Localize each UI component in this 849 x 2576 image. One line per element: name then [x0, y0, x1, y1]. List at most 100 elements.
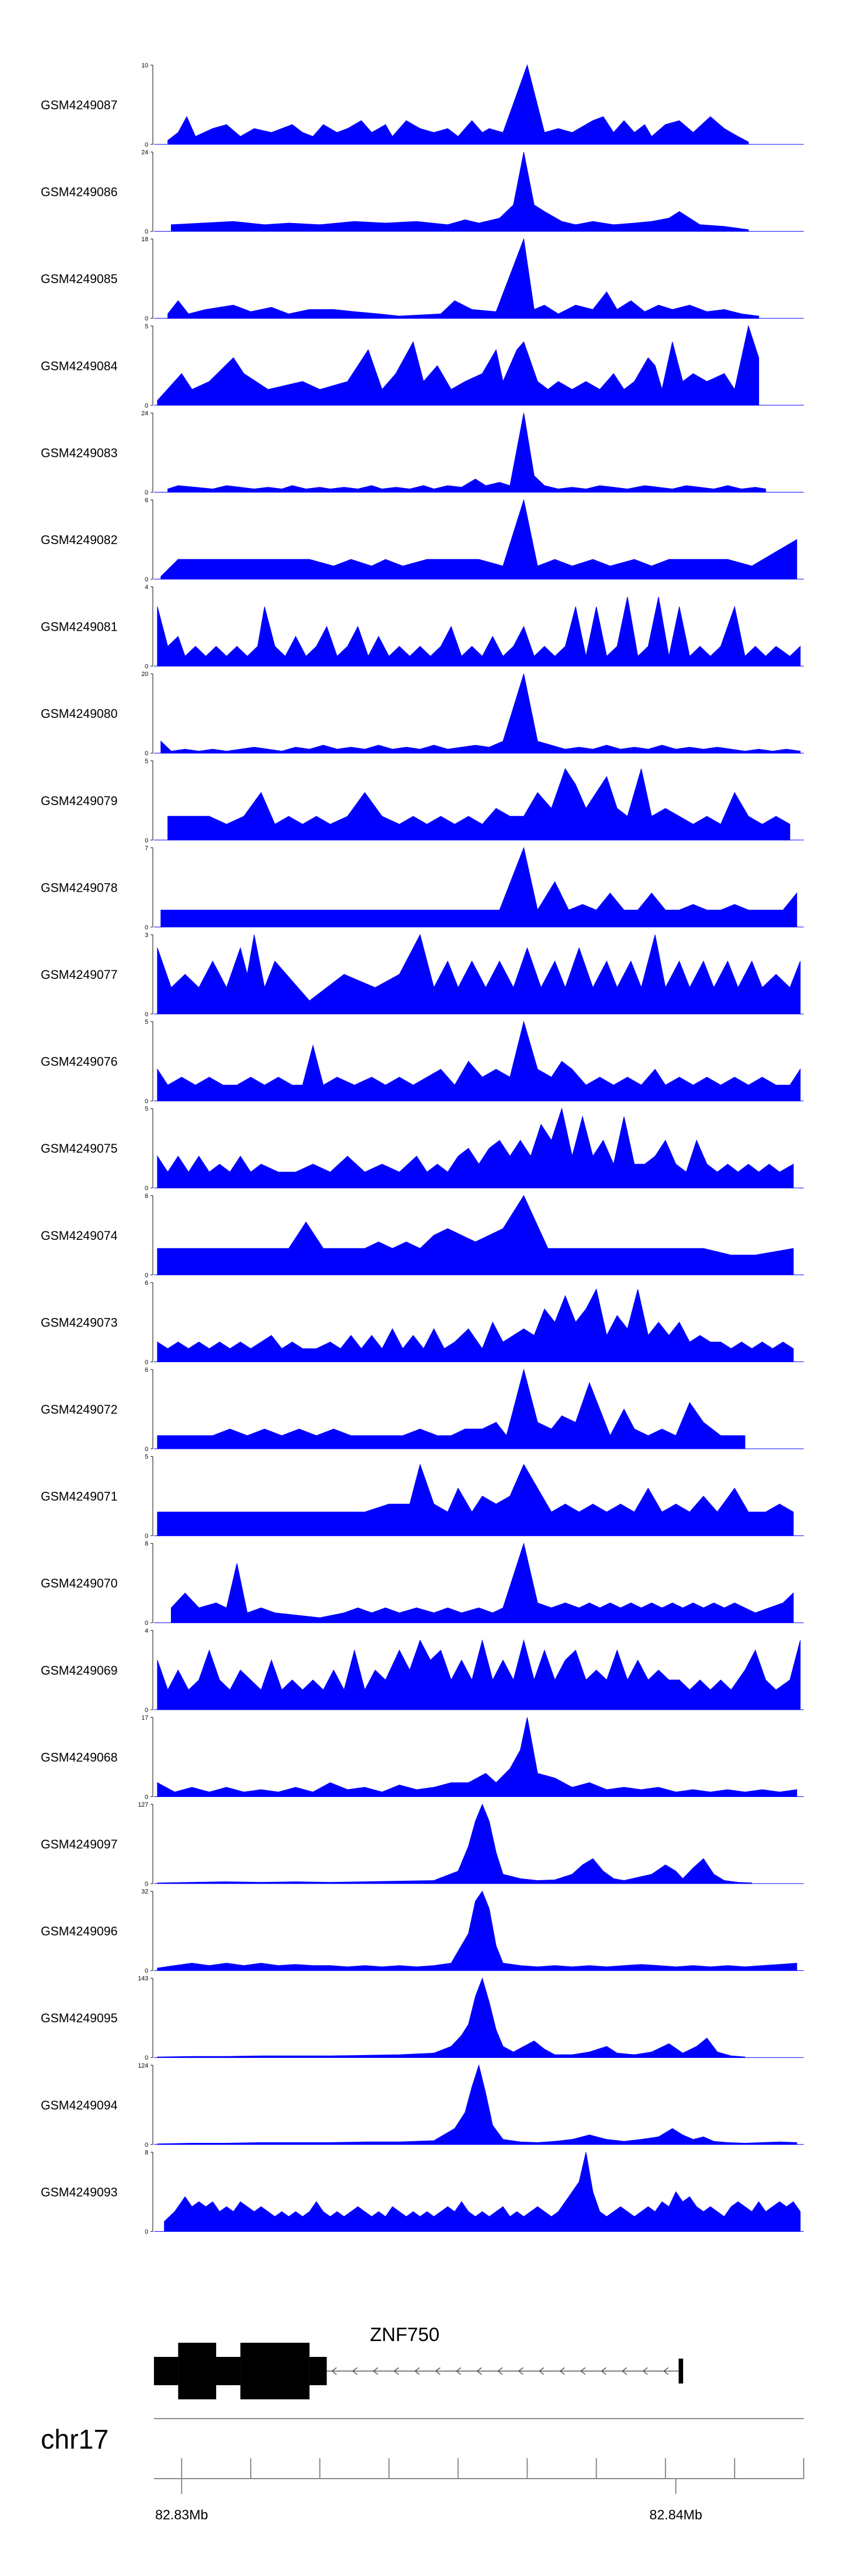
coverage-area: [157, 1107, 794, 1188]
track-label: GSM4249074: [41, 1229, 118, 1243]
y-axis-max-label: 18: [142, 236, 148, 243]
y-axis-max-label: 24: [142, 410, 148, 417]
strand-arrow: [497, 2367, 503, 2375]
track-GSM4249076: GSM4249076 5 0: [41, 1019, 804, 1105]
chromosome-label: chr17: [41, 2425, 109, 2455]
track-label: GSM4249095: [41, 2011, 118, 2025]
track-GSM4249071: GSM4249071 5 0: [41, 1454, 804, 1540]
track-GSM4249081: GSM4249081 4 0: [41, 584, 804, 670]
gene-exon-coding: [240, 2343, 310, 2399]
y-axis-min-label: 0: [145, 1359, 148, 1366]
y-axis-max-label: 5: [145, 1454, 148, 1461]
axis-tick-label: 82.84Mb: [649, 2507, 702, 2523]
coverage-area: [157, 1639, 801, 1710]
y-axis-max-label: 6: [145, 1193, 148, 1200]
track-GSM4249085: GSM4249085 18 0: [41, 236, 804, 322]
y-axis-max-label: 6: [145, 497, 148, 504]
y-axis-max-label: 124: [138, 2062, 148, 2069]
gene-annotation-track: ZNF750: [154, 2324, 683, 2399]
track-label: GSM4249076: [41, 1055, 118, 1069]
track-label: GSM4249080: [41, 707, 118, 721]
y-axis-max-label: 8: [145, 1541, 148, 1547]
track-label: GSM4249070: [41, 1576, 118, 1590]
track-label: GSM4249094: [41, 2098, 118, 2112]
strand-arrow: [580, 2367, 586, 2375]
coverage-area: [164, 2152, 801, 2232]
track-GSM4249093: GSM4249093 8 0: [41, 2149, 804, 2235]
track-label: GSM4249093: [41, 2185, 118, 2199]
track-GSM4249080: GSM4249080 20 0: [41, 671, 804, 757]
y-axis-min-label: 0: [145, 1446, 148, 1453]
track-label: GSM4249071: [41, 1490, 118, 1504]
track-label: GSM4249086: [41, 185, 118, 199]
track-GSM4249077: GSM4249077 3 0: [41, 932, 804, 1018]
gene-exon: [309, 2357, 327, 2385]
strand-arrow: [456, 2367, 461, 2375]
y-axis-max-label: 7: [145, 845, 148, 851]
y-axis-min-label: 0: [145, 1185, 148, 1192]
track-label: GSM4249084: [41, 359, 118, 373]
y-axis-min-label: 0: [145, 576, 148, 583]
coverage-area: [167, 238, 760, 319]
coverage-area: [160, 846, 797, 927]
strand-arrow: [476, 2367, 482, 2375]
y-axis-min-label: 0: [145, 1098, 148, 1105]
track-label: GSM4249069: [41, 1663, 118, 1678]
y-axis-min-label: 0: [145, 1794, 148, 1800]
strand-arrow: [559, 2367, 565, 2375]
gene-exon: [154, 2357, 178, 2385]
y-axis-min-label: 0: [145, 489, 148, 496]
strand-arrow: [393, 2367, 399, 2375]
coverage-area: [160, 499, 797, 580]
y-axis-max-label: 17: [142, 1714, 148, 1721]
track-GSM4249087: GSM4249087 10 0: [41, 62, 804, 148]
strand-arrow: [621, 2367, 627, 2375]
track-GSM4249096: GSM4249096 32 0: [41, 1889, 804, 1975]
coverage-area: [157, 1890, 797, 1971]
track-label: GSM4249087: [41, 98, 118, 112]
coverage-area: [157, 1368, 745, 1449]
gene-exon-coding: [178, 2343, 216, 2399]
coverage-area: [171, 152, 749, 232]
y-axis-min-label: 0: [145, 142, 148, 148]
y-axis-max-label: 24: [142, 149, 148, 156]
coverage-area: [157, 1020, 801, 1102]
track-label: GSM4249079: [41, 794, 118, 808]
y-axis-min-label: 0: [145, 1968, 148, 1975]
y-axis-max-label: 20: [142, 671, 148, 678]
track-label: GSM4249082: [41, 533, 118, 547]
track-label: GSM4249078: [41, 880, 118, 895]
coverage-area: [160, 674, 801, 754]
y-axis-min-label: 0: [145, 2228, 148, 2235]
track-GSM4249086: GSM4249086 24 0: [41, 149, 804, 236]
track-GSM4249074: GSM4249074 6 0: [41, 1193, 804, 1279]
track-GSM4249070: GSM4249070 8 0: [41, 1541, 804, 1627]
strand-arrow: [372, 2367, 379, 2375]
track-label: GSM4249097: [41, 1837, 118, 1851]
track-GSM4249068: GSM4249068 17 0: [41, 1714, 804, 1800]
y-axis-max-label: 143: [138, 1975, 148, 1982]
track-label: GSM4249081: [41, 620, 118, 634]
y-axis-min-label: 0: [145, 2142, 148, 2149]
gene-exon: [216, 2357, 241, 2385]
track-GSM4249072: GSM4249072 6 0: [41, 1367, 804, 1453]
y-axis-max-label: 6: [145, 1280, 148, 1286]
strand-arrow: [414, 2367, 420, 2375]
axis-tick-label: 82.83Mb: [155, 2507, 208, 2523]
coverage-area: [157, 934, 801, 1015]
y-axis-min-label: 0: [145, 1533, 148, 1540]
coverage-area: [167, 64, 749, 145]
track-label: GSM4249083: [41, 446, 118, 460]
y-axis-max-label: 4: [145, 584, 148, 591]
strand-arrow: [663, 2367, 669, 2375]
y-axis-max-label: 4: [145, 1628, 148, 1634]
y-axis-max-label: 8: [145, 2149, 148, 2156]
y-axis-min-label: 0: [145, 229, 148, 236]
strand-arrow: [435, 2367, 441, 2375]
strand-arrow: [351, 2367, 358, 2375]
strand-arrow: [331, 2367, 337, 2375]
coverage-area: [171, 1542, 794, 1623]
track-label: GSM4249073: [41, 1315, 118, 1329]
track-label: GSM4249085: [41, 272, 118, 286]
